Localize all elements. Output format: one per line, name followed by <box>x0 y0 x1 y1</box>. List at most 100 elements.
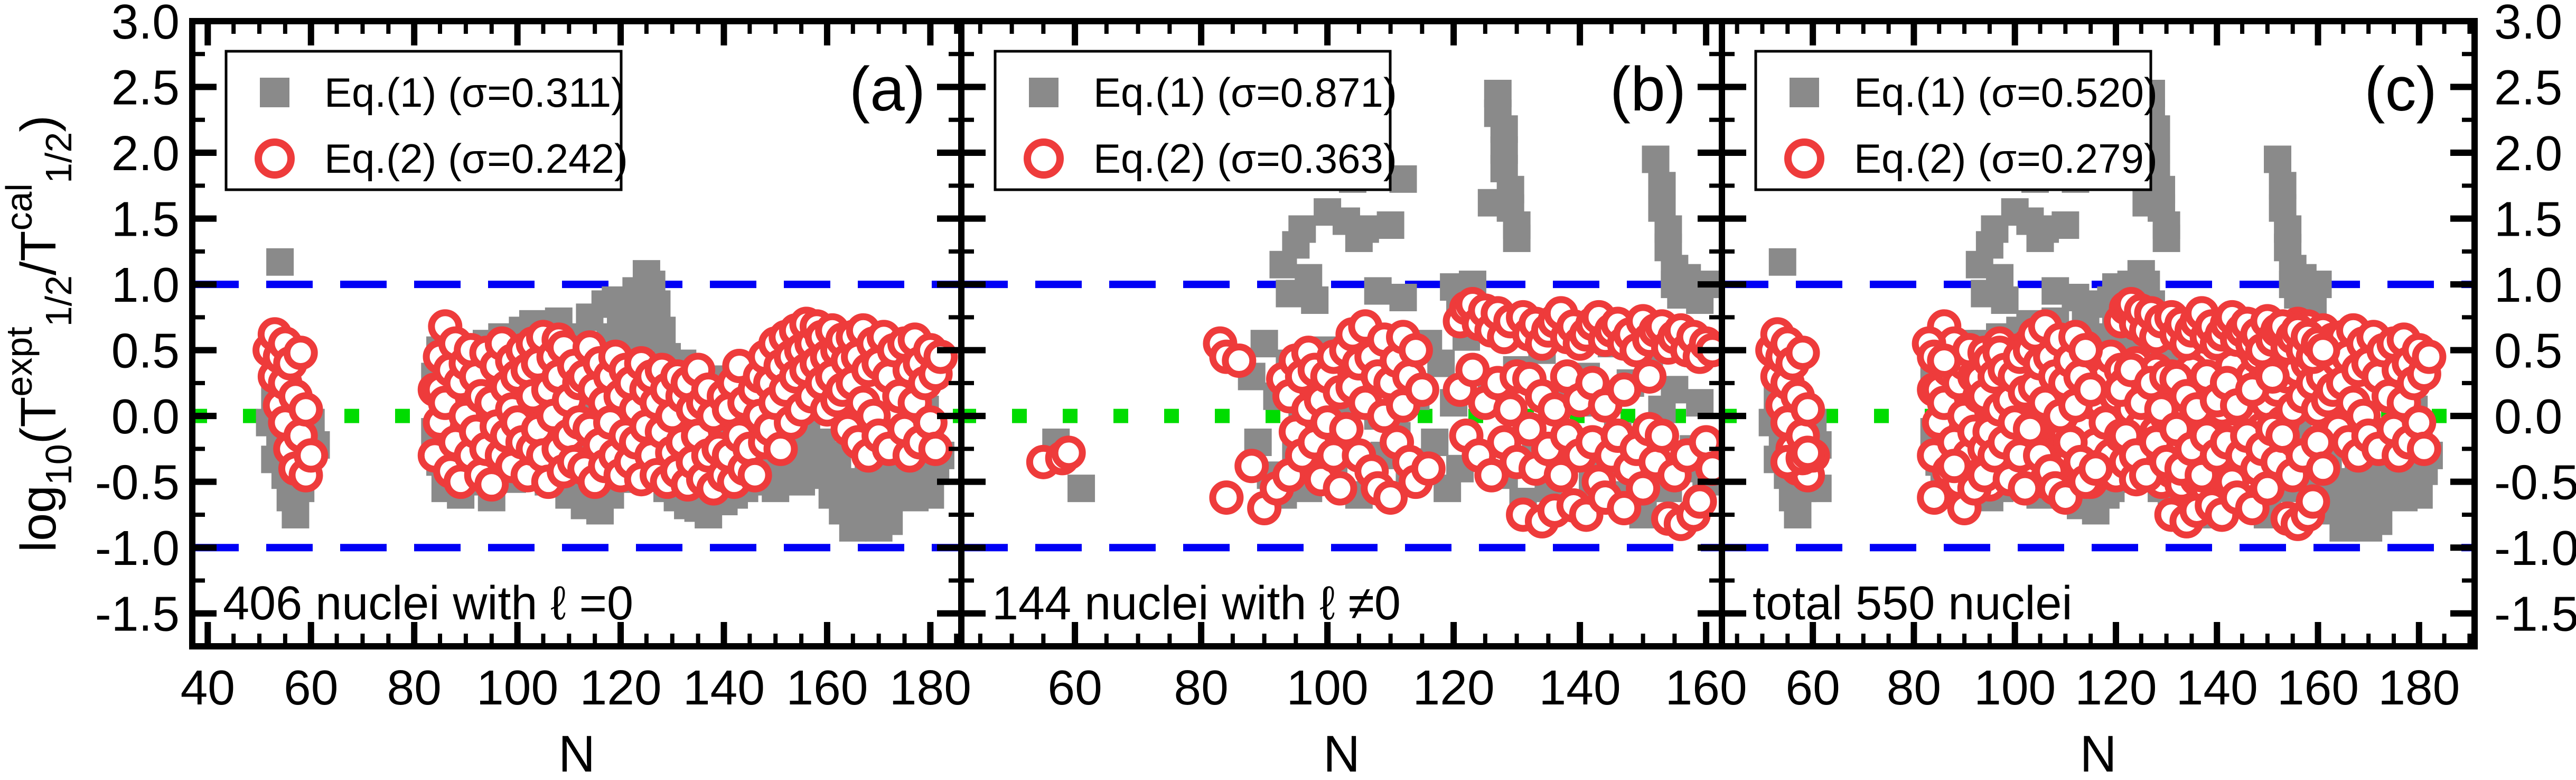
eq2-data-point <box>1234 449 1269 484</box>
eq2-data-point <box>1373 480 1408 515</box>
x-tick-label: 60 <box>1785 660 1840 715</box>
eq2-data-point <box>1329 412 1364 447</box>
eq1-data-point <box>282 500 310 528</box>
eq1-data-point <box>266 248 294 276</box>
eq2-data-point <box>1927 343 1962 378</box>
legend-c: Eq.(1) (σ=0.520) Eq.(2) (σ=0.279) <box>1754 50 2158 191</box>
y-tick-label-right: 2.5 <box>2494 60 2562 115</box>
legend-circle-marker-icon <box>1784 138 1824 179</box>
y-tick-label-right: 1.0 <box>2494 257 2562 312</box>
x-tick-label: 160 <box>786 660 868 715</box>
eq2-data-point <box>474 467 509 502</box>
eq1-data-point <box>1351 215 1379 243</box>
x-tick-label: 60 <box>284 660 338 715</box>
panel-a-plot-area <box>192 248 961 552</box>
x-tick-label: 120 <box>579 660 661 715</box>
panel-c-frame <box>1719 18 2478 649</box>
y-tick-label-left: -0.5 <box>95 455 180 510</box>
legend-eq1-label: Eq.(1) (σ=0.520) <box>1854 69 2158 116</box>
x-tick-label: 40 <box>181 660 235 715</box>
x-tick-label: 80 <box>387 660 441 715</box>
eq2-data-point <box>1051 435 1086 470</box>
legend-square-marker-icon <box>260 78 289 107</box>
eq2-data-point <box>1791 435 1825 470</box>
eq2-data-point <box>1512 412 1547 447</box>
eq1-data-point <box>2304 271 2332 299</box>
eq2-data-point <box>1474 458 1509 493</box>
x-tick-label: 100 <box>476 660 558 715</box>
eq2-data-point <box>1791 392 1825 427</box>
panel-annotation-c: total 550 nuclei <box>1753 577 2072 630</box>
panel-b: 60 80 100 120 140 160 N Eq.(1) (σ=0.871) Eq.(2) … <box>958 18 1747 780</box>
eq1-data-point <box>643 290 671 318</box>
eq1-data-point <box>1686 389 1714 417</box>
eq1-data-point <box>2365 507 2393 535</box>
y-tick-label-right: -0.5 <box>2494 455 2576 510</box>
panel-letter-a: (a) <box>849 54 925 124</box>
eq1-data-point <box>2062 284 2090 312</box>
eq1-data-point <box>1301 286 1329 314</box>
eq2-data-point <box>2265 419 2300 453</box>
x-axis-title: N <box>558 725 595 780</box>
eq2-data-point <box>1607 372 1642 407</box>
y-axis-title-text: log10(Texpt1/2/Tcal1/2) <box>0 115 79 552</box>
eq1-data-point <box>1389 284 1417 312</box>
y-tick-label-right: 1.5 <box>2494 192 2562 247</box>
eq1-data-point <box>875 507 903 535</box>
eq2-data-point <box>1917 480 1952 515</box>
eq2-data-point <box>2068 333 2103 368</box>
eq1-data-point <box>916 481 944 509</box>
eq2-data-point <box>1543 458 1578 493</box>
eq2-data-point <box>2306 333 2340 368</box>
x-tick-label: 80 <box>1174 660 1228 715</box>
eq2-data-point <box>2301 425 2336 460</box>
x-tick-label: 180 <box>889 660 971 715</box>
eq2-data-point <box>2406 431 2441 466</box>
eq1-data-point <box>2405 481 2433 509</box>
eq1-data-point <box>1768 248 1796 276</box>
y-tick-label-right: 0.5 <box>2494 323 2562 378</box>
eq2-data-point <box>294 438 329 473</box>
y-tick-label-left: 3.0 <box>111 0 180 49</box>
eq1-data-point <box>1389 165 1417 193</box>
x-tick-label: 120 <box>2075 660 2157 715</box>
panel-annotation-a: 406 nuclei with ℓ =0 <box>223 577 633 630</box>
eq2-data-point <box>1222 343 1257 378</box>
y-tick-label-left: -1.0 <box>95 521 180 575</box>
eq2-data-point <box>1644 419 1679 453</box>
y-tick-label-left: -1.5 <box>95 587 180 642</box>
eq1-data-point <box>1421 428 1449 456</box>
eq1-data-point <box>1503 224 1531 252</box>
x-tick-label: 80 <box>1887 660 1941 715</box>
eq1-data-point <box>1991 286 2019 314</box>
eq2-data-point <box>1209 480 1244 515</box>
y-tick-label-left: 1.5 <box>111 192 180 247</box>
y-tick-label-left: 1.0 <box>111 257 180 312</box>
x-tick-label: 140 <box>2176 660 2258 715</box>
x-tick-label: 160 <box>2277 660 2359 715</box>
eq2-data-point <box>1607 490 1642 525</box>
y-tick-label-left: 0.0 <box>111 389 180 444</box>
panel-letter-b: (b) <box>1610 54 1686 124</box>
eq2-data-point <box>2296 484 2330 519</box>
y-tick-label-left: 2.5 <box>111 60 180 115</box>
legend-square-marker-icon <box>1029 78 1058 107</box>
panel-c-plot-area <box>1722 79 2475 552</box>
eq2-data-point <box>1398 333 1433 368</box>
y-tick-label-right: -1.0 <box>2494 521 2576 575</box>
eq2-data-point <box>1493 392 1528 427</box>
y-axis-title: log10(Texpt1/2/Tcal1/2) <box>0 115 79 552</box>
y-tick-label-left: 0.5 <box>111 323 180 378</box>
x-tick-label: 160 <box>1665 660 1747 715</box>
eq1-data-point <box>1364 277 1392 305</box>
eq1-data-point <box>2052 211 2079 239</box>
eq2-data-point <box>2255 359 2290 394</box>
eq2-data-point <box>2402 405 2437 440</box>
y-tick-label-right: 3.0 <box>2494 0 2562 49</box>
legend-circle-marker-icon <box>1024 138 1064 179</box>
legend-b: Eq.(1) (σ=0.871) Eq.(2) (σ=0.363) <box>994 50 1397 191</box>
